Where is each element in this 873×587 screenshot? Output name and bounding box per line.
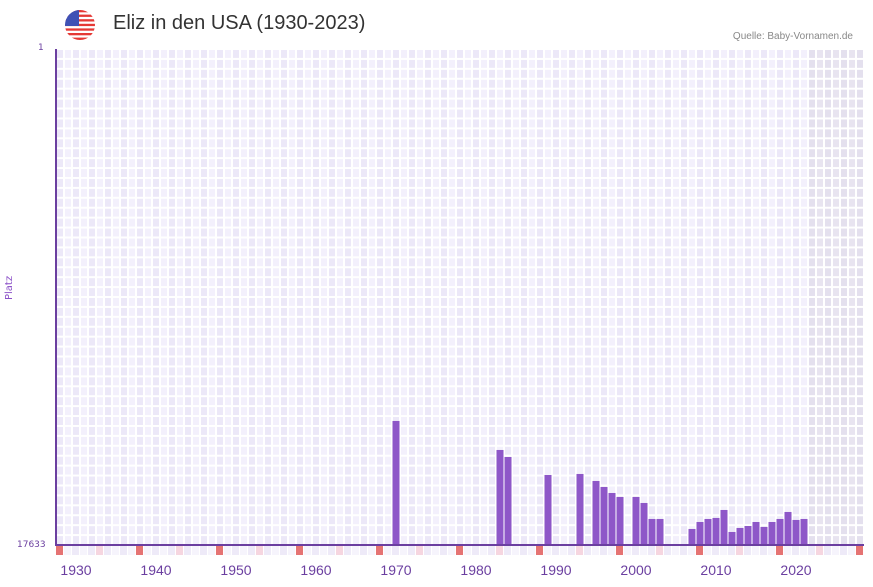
y-tick-bottom: 17633 xyxy=(17,540,46,550)
x-tick-label: 1950 xyxy=(220,562,252,578)
y-axis-title: Platz xyxy=(4,275,15,300)
bar-2010 xyxy=(712,517,720,545)
bar-1993 xyxy=(576,473,584,545)
page-title: Eliz in den USA (1930-2023) xyxy=(113,12,366,34)
bar-2003 xyxy=(656,518,664,545)
x-tick-label: 1990 xyxy=(540,562,572,578)
y-axis-line xyxy=(55,49,57,546)
us-flag-icon xyxy=(65,10,95,40)
bar-2008 xyxy=(696,521,704,545)
bar-2015 xyxy=(752,521,760,545)
x-tick-label: 2020 xyxy=(780,562,812,578)
bar-2021 xyxy=(800,518,808,545)
bar-2017 xyxy=(768,521,776,545)
bar-1983 xyxy=(496,449,504,545)
bar-2001 xyxy=(640,502,648,545)
bar-2013 xyxy=(736,527,744,545)
bar-2009 xyxy=(704,518,712,545)
decade-markers xyxy=(56,546,863,555)
x-tick-label: 1980 xyxy=(460,562,492,578)
y-tick-top: 1 xyxy=(38,43,44,53)
bar-2002 xyxy=(648,518,656,545)
bar-1970 xyxy=(392,420,400,545)
bar-2018 xyxy=(776,518,784,545)
x-tick-label: 2000 xyxy=(620,562,652,578)
x-tick-label: 1970 xyxy=(380,562,412,578)
chart-plot-area xyxy=(57,50,863,545)
bar-1998 xyxy=(616,496,624,545)
bar-2020 xyxy=(792,519,800,545)
bar-2014 xyxy=(744,525,752,545)
x-tick-label: 1940 xyxy=(140,562,172,578)
bar-2019 xyxy=(784,511,792,545)
bar-1996 xyxy=(600,486,608,545)
source-label: Quelle: Baby-Vornamen.de xyxy=(732,31,853,42)
bar-1995 xyxy=(592,480,600,545)
bar-2016 xyxy=(760,526,768,545)
x-axis-line xyxy=(55,544,864,546)
bar-2011 xyxy=(720,509,728,545)
x-tick-label: 1960 xyxy=(300,562,332,578)
x-tick-label: 2010 xyxy=(700,562,732,578)
bar-2012 xyxy=(728,531,736,545)
bar-1989 xyxy=(544,474,552,545)
bar-1984 xyxy=(504,456,512,545)
bar-1997 xyxy=(608,492,616,545)
bar-2000 xyxy=(632,496,640,545)
x-tick-label: 1930 xyxy=(60,562,92,578)
bar-2007 xyxy=(688,528,696,545)
